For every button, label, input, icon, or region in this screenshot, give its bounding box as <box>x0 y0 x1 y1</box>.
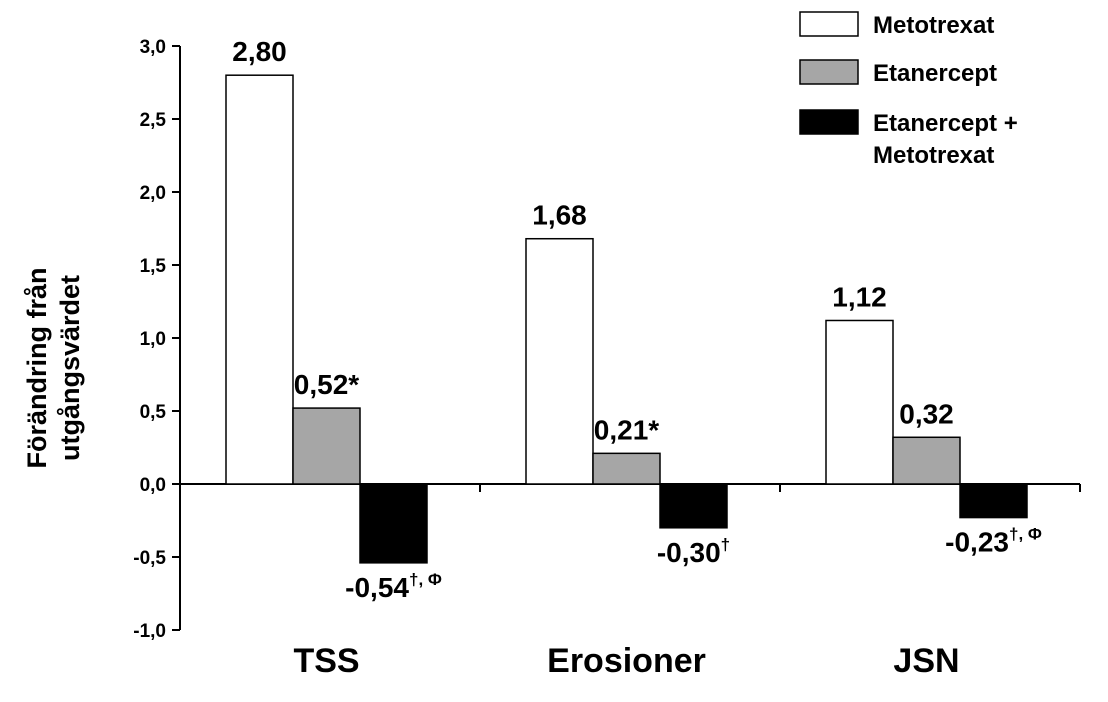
data-label-footnote: †, Φ <box>409 570 442 589</box>
data-label-value: -0,30 <box>657 537 721 568</box>
y-tick-label: 3,0 <box>140 37 166 58</box>
y-tick-label: 2,5 <box>140 110 167 131</box>
y-tick-label: -0,5 <box>133 548 166 569</box>
data-label-value: 1,68 <box>532 200 587 231</box>
legend-item: Etanercept + Metotrexat <box>799 109 1018 169</box>
x-axis: TSS Erosioner JSN <box>179 483 1081 680</box>
data-label-value: -0,54 <box>345 572 409 603</box>
bar <box>892 436 961 485</box>
data-label: 0,21* <box>594 414 659 445</box>
data-label: -0,54†, Φ <box>345 570 442 603</box>
data-label: -0,23†, Φ <box>945 525 1042 558</box>
legend-label: Etanercept + <box>873 110 1018 137</box>
data-label-footnote: † <box>721 535 730 554</box>
bar <box>592 452 661 485</box>
data-label-value: 1,12 <box>832 281 887 312</box>
data-label-value: -0,23 <box>945 527 1009 558</box>
y-tick-label: 1,0 <box>140 329 166 350</box>
data-label-value: 0,21* <box>594 414 659 445</box>
x-category-label: TSS <box>293 642 359 680</box>
data-label: 2,80 <box>232 36 287 67</box>
bar <box>292 407 361 485</box>
legend-swatch <box>799 59 859 85</box>
legend-item: Metotrexat <box>799 11 994 39</box>
y-tick-label: 1,5 <box>140 256 167 277</box>
y-axis: 3,0 2,5 2,0 1,5 1,0 0,5 0,0 -0,5 -1,0 <box>133 37 181 642</box>
data-label-value: 0,32 <box>899 398 954 429</box>
data-label-value: 0,52* <box>294 369 359 400</box>
data-label-value: 2,80 <box>232 36 287 67</box>
bar <box>959 483 1028 519</box>
y-axis-title: Förändring från utgångsvärdet <box>22 268 85 469</box>
y-tick-label: 0,0 <box>140 475 166 496</box>
bars <box>225 74 1028 564</box>
bar <box>825 319 894 485</box>
bar <box>359 483 428 564</box>
legend-item: Etanercept <box>799 59 997 87</box>
data-label: 1,68 <box>532 200 587 231</box>
bar <box>225 74 294 485</box>
legend-label: Etanercept <box>873 60 997 87</box>
legend-swatch <box>799 11 859 37</box>
legend-label: Metotrexat <box>873 142 994 169</box>
legend-swatch <box>799 109 859 135</box>
bar <box>659 483 728 529</box>
data-label-footnote: †, Φ <box>1009 525 1042 544</box>
y-tick-label: 2,0 <box>140 183 166 204</box>
data-label: 0,32 <box>899 398 954 429</box>
bar <box>525 237 594 485</box>
data-labels: 2,800,52*-0,54†, Φ1,680,21*-0,30†1,120,3… <box>232 36 1042 603</box>
data-label: 0,52* <box>294 369 359 400</box>
data-label: -0,30† <box>657 535 730 568</box>
y-axis-title-line: Förändring från <box>22 268 52 469</box>
x-category-label: JSN <box>893 642 959 680</box>
y-axis-title-line: utgångsvärdet <box>55 275 85 461</box>
x-category-label: Erosioner <box>547 642 706 680</box>
y-tick-label: 0,5 <box>140 402 167 423</box>
data-label: 1,12 <box>832 281 887 312</box>
legend-label: Metotrexat <box>873 12 994 39</box>
y-tick-label: -1,0 <box>133 621 166 642</box>
legend: Metotrexat Etanercept Etanercept + Metotrex… <box>799 11 1018 169</box>
